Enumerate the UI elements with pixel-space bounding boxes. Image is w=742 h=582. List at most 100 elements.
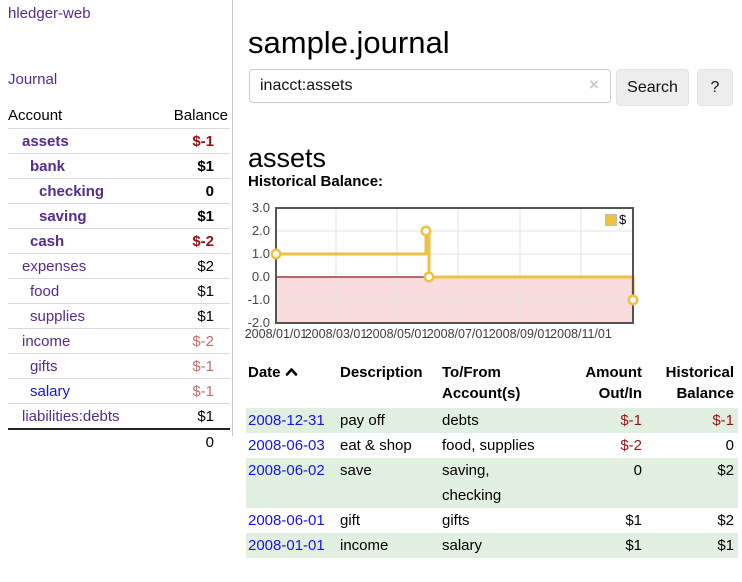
balance-column-header: Historical Balance: [665, 364, 734, 402]
account-row-bank: bank $1: [8, 153, 230, 178]
transaction-accounts: food, supplies: [442, 437, 535, 454]
account-link[interactable]: food: [30, 282, 60, 300]
account-total-row: 0: [8, 428, 230, 454]
legend-swatch-icon: [605, 213, 617, 226]
transaction-description: save: [340, 462, 372, 479]
account-row-food: food $1: [8, 278, 230, 303]
account-link[interactable]: expenses: [22, 257, 87, 275]
transaction-row: 2008-06-01 gift gifts $1 $2: [246, 508, 738, 533]
transaction-balance: 0: [725, 437, 734, 454]
account-row-supplies: supplies $1: [8, 303, 230, 328]
account-row-income: income $-2: [8, 328, 230, 353]
chart-title: Historical Balance:: [248, 173, 384, 190]
transaction-date-link[interactable]: 2008-06-02: [248, 462, 325, 479]
account-link[interactable]: checking: [39, 182, 105, 200]
transaction-balance: $-1: [712, 412, 734, 429]
account-balance: $-2: [192, 232, 214, 250]
transaction-amount: 0: [633, 462, 642, 479]
account-link[interactable]: liabilities:debts: [22, 407, 120, 425]
sidebar-divider: [232, 0, 233, 436]
x-tick: 2008/11/01: [550, 327, 612, 341]
transaction-accounts: salary: [442, 537, 483, 554]
transaction-date-link[interactable]: 2008-01-01: [248, 537, 325, 554]
sidebar-item-journal[interactable]: Journal: [8, 71, 58, 88]
transaction-row: 2008-06-02 save saving, checking 0 $2: [246, 458, 738, 508]
transaction-balance: $1: [717, 537, 734, 554]
transaction-description: eat & shop: [340, 437, 412, 454]
account-row-expenses: expenses $2: [8, 253, 230, 278]
account-link[interactable]: bank: [30, 157, 66, 175]
brand-link[interactable]: hledger-web: [8, 5, 91, 22]
account-row-salary: salary $-1: [8, 378, 230, 403]
x-tick: 2008/09/01: [488, 327, 552, 341]
account-balance-table: Account Balance assets $-1 bank $1 check…: [8, 103, 230, 454]
transaction-balance: $2: [717, 462, 734, 479]
transaction-amount: $-1: [620, 412, 642, 429]
y-tick: 2.0: [251, 223, 270, 238]
page-title: sample.journal: [248, 24, 450, 60]
account-link[interactable]: gifts: [30, 357, 58, 375]
account-balance: $1: [197, 307, 214, 325]
account-balance: $-2: [192, 332, 214, 350]
account-row-assets: assets $-1: [8, 128, 230, 153]
transaction-row: 2008-06-03 eat & shop food, supplies $-2…: [246, 433, 738, 458]
account-row-gifts: gifts $-1: [8, 353, 230, 378]
account-balance: $-1: [192, 132, 214, 150]
account-table-header: Account Balance: [8, 103, 230, 128]
account-link[interactable]: supplies: [30, 307, 86, 325]
gridlines: [276, 208, 633, 323]
account-link[interactable]: cash: [30, 232, 65, 250]
clear-search-icon[interactable]: ×: [589, 75, 599, 94]
account-link[interactable]: income: [22, 332, 71, 350]
sidebar: hledger-web Journal Account Balance asse…: [0, 0, 232, 451]
balance-column-header: Balance: [173, 107, 228, 124]
y-tick: 3.0: [251, 200, 270, 215]
transaction-date-link[interactable]: 2008-06-03: [248, 437, 325, 454]
transaction-accounts: gifts: [442, 512, 470, 529]
transaction-accounts: saving, checking: [442, 462, 502, 504]
transaction-description: gift: [340, 512, 361, 529]
transaction-description: income: [340, 537, 389, 554]
total-balance: 0: [205, 433, 214, 451]
x-tick: 2008/03/01: [304, 327, 368, 341]
account-balance: $2: [197, 257, 214, 275]
account-balance: $-1: [192, 382, 214, 400]
chart-frame: [275, 207, 634, 324]
account-link[interactable]: salary: [30, 382, 71, 400]
account-column-header: To/From Account(s): [442, 364, 521, 402]
y-tick: 0.0: [251, 269, 270, 284]
account-link[interactable]: saving: [39, 207, 87, 225]
historical-balance-chart: [270, 207, 639, 324]
register-header: Date Description To/From Account(s) Amou…: [246, 362, 738, 404]
transaction-date-link[interactable]: 2008-12-31: [248, 412, 325, 429]
transaction-accounts: debts: [442, 412, 479, 429]
chart-legend: $: [605, 212, 626, 227]
account-row-liabilities-debts: liabilities:debts $1: [8, 403, 230, 428]
x-tick: 2008/05/01: [365, 327, 429, 341]
transaction-date-link[interactable]: 2008-06-01: [248, 512, 325, 529]
description-column-header: Description: [340, 364, 423, 381]
y-tick: -2.0: [247, 315, 270, 330]
transaction-amount: $1: [625, 537, 642, 554]
account-heading: assets: [248, 143, 327, 174]
account-balance: $-1: [192, 357, 214, 375]
help-button[interactable]: ?: [697, 69, 733, 106]
search-button[interactable]: Search: [616, 69, 689, 106]
y-tick: 1.0: [251, 246, 270, 261]
transaction-description: pay off: [340, 412, 385, 429]
account-link[interactable]: assets: [22, 132, 69, 150]
x-tick: 2008/07/01: [426, 327, 490, 341]
account-row-saving: saving $1: [8, 203, 230, 228]
account-row-checking: checking 0: [8, 178, 230, 203]
account-balance: $1: [197, 407, 214, 425]
register-table: Date Description To/From Account(s) Amou…: [246, 362, 738, 558]
sort-ascending-icon: [285, 368, 297, 376]
transaction-row: 2008-12-31 pay off debts $-1 $-1: [246, 408, 738, 433]
transaction-row: 2008-01-01 income salary $1 $1: [246, 533, 738, 558]
transaction-balance: $2: [717, 512, 734, 529]
date-column-header[interactable]: Date: [246, 362, 340, 404]
data-point-markers: [270, 225, 639, 306]
account-column-header: Account: [8, 107, 63, 124]
y-tick: -1.0: [247, 292, 270, 307]
search-input[interactable]: [249, 69, 611, 103]
